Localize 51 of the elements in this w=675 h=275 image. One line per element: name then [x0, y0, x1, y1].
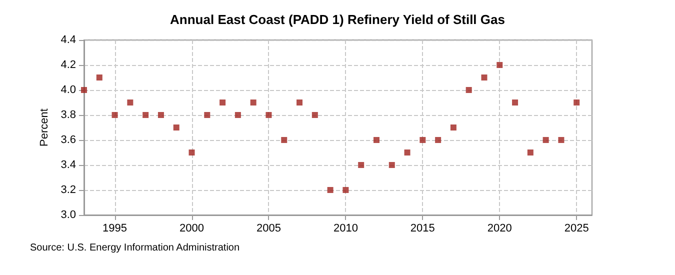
point: [512, 100, 518, 106]
point: [296, 100, 303, 106]
y-tick-label: 3.2: [60, 184, 76, 196]
x-tick-label: 2020: [487, 222, 512, 234]
point: [420, 137, 426, 143]
y-tick-label: 4.4: [60, 34, 76, 46]
point: [142, 112, 149, 118]
point: [188, 150, 195, 156]
point: [435, 137, 442, 143]
y-axis-title: Percent: [38, 108, 50, 146]
x-tick-label: 2005: [256, 222, 281, 234]
y-tick-label: 3.8: [60, 109, 76, 121]
point: [558, 137, 564, 143]
point: [542, 137, 549, 143]
y-tick-label: 3.6: [60, 134, 76, 146]
point: [96, 74, 102, 80]
y-tick-label: 3.4: [60, 159, 76, 171]
y-tick-label: 4.2: [60, 59, 76, 71]
point: [281, 137, 288, 143]
point: [527, 150, 534, 156]
point: [250, 100, 256, 106]
point: [312, 112, 318, 118]
point: [574, 100, 580, 106]
point: [450, 124, 456, 130]
point: [127, 100, 134, 106]
point: [173, 124, 180, 130]
point: [388, 162, 395, 168]
x-tick-label: 1995: [102, 222, 128, 234]
point: [220, 100, 226, 106]
point: [158, 112, 164, 118]
x-tick-label: 2010: [333, 222, 358, 234]
y-tick-label: 4.0: [60, 84, 76, 96]
point: [481, 74, 488, 80]
y-tick-label: 3.0: [60, 209, 76, 221]
point: [404, 150, 410, 156]
x-tick-label: 2025: [564, 222, 589, 234]
x-tick-label: 2015: [410, 222, 435, 234]
source-note: Source: U.S. Energy Information Administration: [30, 242, 240, 254]
point: [234, 112, 241, 118]
point: [81, 87, 87, 93]
x-tick-label: 2000: [180, 222, 204, 234]
point: [204, 112, 210, 118]
chart-title: Annual East Coast (PADD 1) Refinery Yield of Still Gas: [170, 12, 505, 27]
point: [266, 112, 272, 118]
point: [373, 137, 380, 143]
point: [466, 87, 472, 93]
point: [496, 62, 503, 68]
point: [327, 187, 334, 193]
point: [358, 162, 364, 168]
point: [342, 187, 349, 193]
point: [112, 112, 118, 118]
